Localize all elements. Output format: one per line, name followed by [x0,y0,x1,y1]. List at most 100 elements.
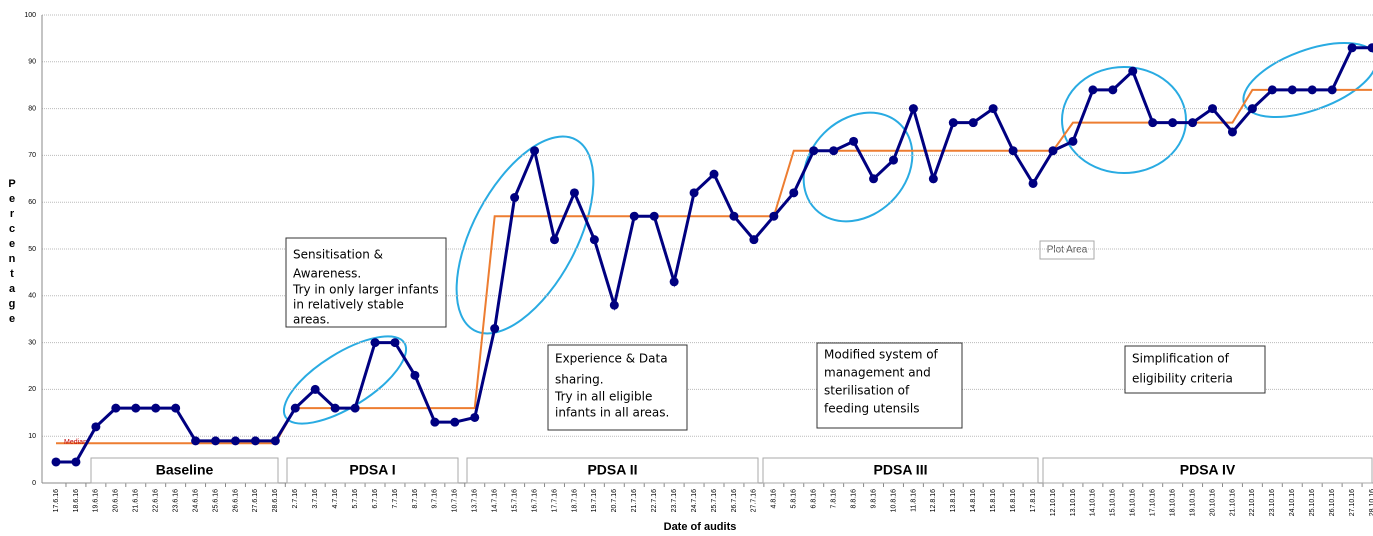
data-point [1048,146,1058,156]
annotation-box [816,342,963,429]
phase-label: PDSA I [349,462,395,478]
data-point [211,436,221,446]
data-point [490,324,500,334]
x-tick-label: 27.6.16 [252,489,259,512]
annotation-box [547,344,688,431]
data-point [1307,85,1317,95]
phase-label: PDSA II [587,462,637,478]
data-point [829,146,839,156]
x-tick-label: 25.7.16 [711,489,718,512]
data-point [629,211,639,221]
annotation-text: Sensitisation & [293,248,383,262]
data-point [888,155,898,165]
data-point [270,436,280,446]
x-tick-label: 15.10.16 [1110,489,1117,516]
x-tick-label: 20.10.16 [1209,489,1216,516]
data-point [191,436,201,446]
data-point [1327,85,1337,95]
annotation-text: Modified system of [824,348,939,362]
x-tick-label: 23.10.16 [1269,489,1276,516]
data-point [869,174,879,184]
x-tick-label: 25.10.16 [1309,489,1316,516]
x-tick-label: 2.7.16 [292,489,299,509]
phase-label: PDSA III [874,462,928,478]
y-tick-label: 40 [28,293,36,300]
x-tick-label: 17.7.16 [551,489,558,512]
y-tick-label: 30 [28,339,36,346]
data-point [111,403,121,413]
x-tick-label: 26.7.16 [731,489,738,512]
x-tick-label: 18.6.16 [73,489,80,512]
x-tick-label: 17.10.16 [1150,489,1157,516]
x-tick-label: 14.8.16 [970,489,977,512]
phase-box [466,457,759,484]
annotation-text: in relatively stable [293,298,404,312]
y-tick-label: 50 [28,246,36,253]
data-point [649,211,659,221]
highlight [1061,66,1187,174]
data-point [410,370,420,380]
annotation-text: Awareness. [293,267,361,281]
data-point [589,235,599,245]
y-tick-label: 80 [28,105,36,112]
data-point [1068,136,1078,146]
x-tick-label: 5.7.16 [352,489,359,509]
x-tick-label: 11.8.16 [910,489,917,512]
phase-box [90,457,279,484]
data-point [1247,104,1257,114]
data-point [330,403,340,413]
y-tick-label: 70 [28,152,36,159]
annotation-text: sterilisation of [824,384,910,398]
y-tick-label: 60 [28,199,36,206]
data-point [91,422,101,432]
data-point [948,118,958,128]
x-tick-label: 4.7.16 [332,489,339,509]
y-tick-label: 0 [32,480,36,487]
data-point [669,277,679,287]
data-point [1287,85,1297,95]
data-point [769,211,779,221]
x-tick-label: 28.6.16 [272,489,279,512]
data-point [390,338,400,348]
x-tick-label: 16.10.16 [1130,489,1137,516]
data-point [1088,85,1098,95]
x-tick-label: 15.7.16 [511,489,518,512]
x-tick-label: 27.7.16 [751,489,758,512]
x-tick-label: 19.7.16 [591,489,598,512]
data-point [550,235,559,245]
x-tick-label: 18.7.16 [571,489,578,512]
x-tick-label: 23.7.16 [671,489,678,512]
data-point [530,146,540,156]
x-tick-label: 3.7.16 [312,489,319,509]
plot-area-label: Plot Area [1047,245,1088,256]
data-point [370,338,380,348]
data-point [1008,146,1018,156]
highlight [802,111,914,223]
x-tick-label: 13.8.16 [950,489,957,512]
data-point [510,193,520,203]
annotation-text: Simplification of [1132,352,1230,366]
x-tick-label: 16.8.16 [1010,489,1017,512]
x-tick-label: 24.6.16 [192,489,199,512]
x-axis-label: Date of audits [664,521,737,533]
x-tick-label: 13.10.16 [1070,489,1077,516]
data-point [131,403,141,413]
series-label: Median [64,439,87,446]
data-point [1168,118,1178,128]
x-tick-label: 12.8.16 [930,489,937,512]
x-tick-label: 17.6.16 [53,489,60,512]
x-tick-label: 23.6.16 [172,489,179,512]
x-tick-label: 17.8.16 [1030,489,1037,512]
data-point [171,403,181,413]
x-tick-label: 26.10.16 [1329,489,1336,516]
plot-area-tip [1039,240,1095,260]
highlight [282,335,408,425]
data-point [809,146,819,156]
x-tick-label: 5.8.16 [791,489,798,509]
data-point [51,457,61,467]
data-point [709,169,719,179]
data-point [988,104,998,114]
phase-label: Baseline [156,462,214,478]
data-point [729,211,739,221]
